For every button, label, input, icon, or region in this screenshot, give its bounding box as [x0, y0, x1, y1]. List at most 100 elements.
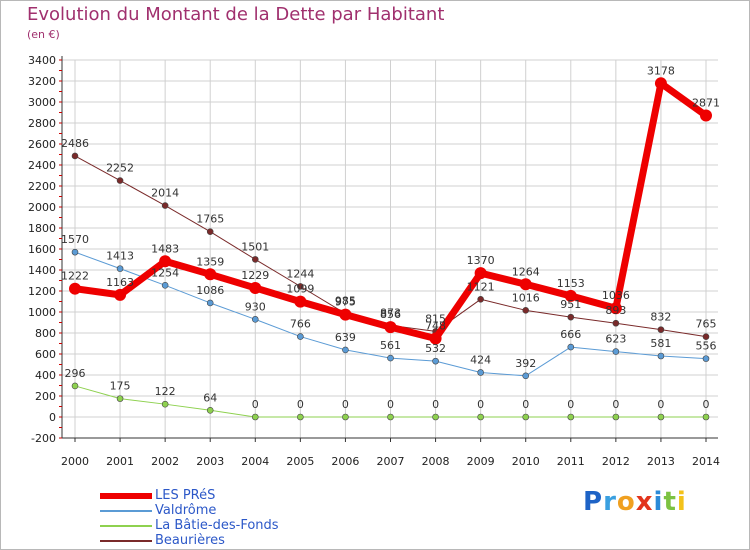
data-label: 0: [477, 398, 484, 411]
data-point: [159, 255, 172, 268]
data-point: [657, 413, 665, 421]
legend-swatch-beaurieres: [100, 540, 152, 542]
data-point: [567, 413, 575, 421]
data-label: 3178: [647, 64, 675, 77]
x-tick-label: 2005: [286, 455, 314, 468]
data-point: [477, 295, 484, 303]
data-point: [114, 288, 127, 301]
data-label: 0: [522, 398, 529, 411]
data-point: [294, 295, 307, 308]
x-tick-label: 2009: [467, 455, 495, 468]
data-label: 815: [425, 312, 446, 325]
data-point: [519, 278, 532, 291]
data-label: 1016: [512, 291, 540, 304]
legend-item-beaurieres: Beaurières: [100, 533, 360, 548]
x-tick-label: 2003: [196, 455, 224, 468]
data-point: [206, 406, 214, 414]
data-label: 765: [696, 318, 717, 331]
data-label: 1765: [196, 213, 224, 226]
data-label: 1483: [151, 242, 179, 255]
data-point: [71, 248, 79, 256]
data-label: 639: [335, 331, 356, 344]
y-tick-label: 2800: [28, 117, 56, 130]
data-point: [700, 109, 712, 122]
data-point: [251, 316, 259, 323]
data-point: [564, 289, 577, 302]
y-tick-label: 1800: [28, 222, 56, 235]
x-tick-label: 2008: [422, 455, 450, 468]
data-point: [609, 302, 622, 315]
data-label: 975: [335, 296, 356, 309]
y-tick-label: 2200: [28, 180, 56, 193]
y-tick-label: 800: [35, 327, 56, 340]
y-tick-label: 3000: [28, 96, 56, 109]
data-point: [702, 355, 710, 362]
x-tick-label: 2014: [692, 455, 720, 468]
data-point: [116, 395, 124, 402]
y-tick-label: 1400: [28, 264, 56, 277]
y-tick-label: 2600: [28, 138, 56, 151]
data-point: [249, 281, 262, 294]
data-label: 1086: [196, 284, 224, 297]
data-label: 985: [335, 295, 356, 308]
y-tick-label: 0: [49, 411, 56, 424]
y-tick-label: -200: [31, 432, 56, 445]
data-point: [567, 343, 575, 351]
data-point: [161, 400, 169, 408]
data-label: 930: [245, 300, 266, 313]
data-label: 424: [470, 353, 491, 366]
data-label: 2486: [61, 137, 89, 150]
data-point: [116, 177, 124, 184]
y-tick-label: 600: [35, 348, 56, 361]
data-point: [567, 313, 575, 321]
data-point: [432, 357, 439, 365]
data-label: 122: [155, 385, 176, 398]
data-point: [339, 308, 352, 321]
data-point: [297, 283, 304, 290]
data-point: [432, 413, 439, 421]
data-label: 0: [387, 398, 394, 411]
data-label: 1264: [512, 265, 540, 278]
data-label: 0: [703, 398, 710, 411]
data-label: 748: [425, 319, 446, 332]
data-point: [251, 256, 259, 263]
x-tick-label: 2013: [647, 455, 675, 468]
data-point: [522, 413, 530, 421]
data-point: [612, 319, 620, 327]
data-point: [612, 413, 620, 421]
data-point: [657, 352, 665, 360]
data-label: 856: [380, 308, 401, 321]
x-tick-label: 2006: [331, 455, 359, 468]
data-point: [251, 413, 259, 421]
data-point: [612, 348, 620, 355]
chart-subtitle: (en €): [27, 28, 60, 41]
x-tick-label: 2012: [602, 455, 630, 468]
x-tick-label: 2004: [241, 455, 269, 468]
data-label: 832: [650, 311, 671, 324]
data-label: 1413: [106, 250, 134, 263]
data-label: 0: [567, 398, 574, 411]
data-point: [387, 354, 394, 362]
data-label: 0: [612, 398, 619, 411]
data-label: 666: [560, 328, 581, 341]
legend-label-les-pres: LES PRéS: [155, 488, 216, 503]
legend-swatch-valdrome: [100, 510, 152, 512]
data-label: 623: [605, 333, 626, 346]
legend-swatch-batie: [100, 525, 152, 527]
data-label: 561: [380, 339, 401, 352]
x-tick-label: 2000: [61, 455, 89, 468]
data-label: 2252: [106, 162, 134, 175]
legend-item-batie: La Bâtie-des-Fonds: [100, 518, 360, 533]
data-point: [204, 268, 217, 281]
data-point: [161, 282, 169, 289]
data-label: 1099: [286, 283, 314, 296]
data-label: 556: [696, 340, 717, 353]
data-label: 532: [425, 342, 446, 355]
y-tick-label: 1200: [28, 285, 56, 298]
data-point: [522, 307, 530, 314]
x-tick-label: 2010: [512, 455, 540, 468]
data-label: 175: [110, 380, 131, 393]
data-point: [206, 299, 214, 307]
data-point: [71, 382, 79, 390]
data-point: [116, 265, 124, 272]
